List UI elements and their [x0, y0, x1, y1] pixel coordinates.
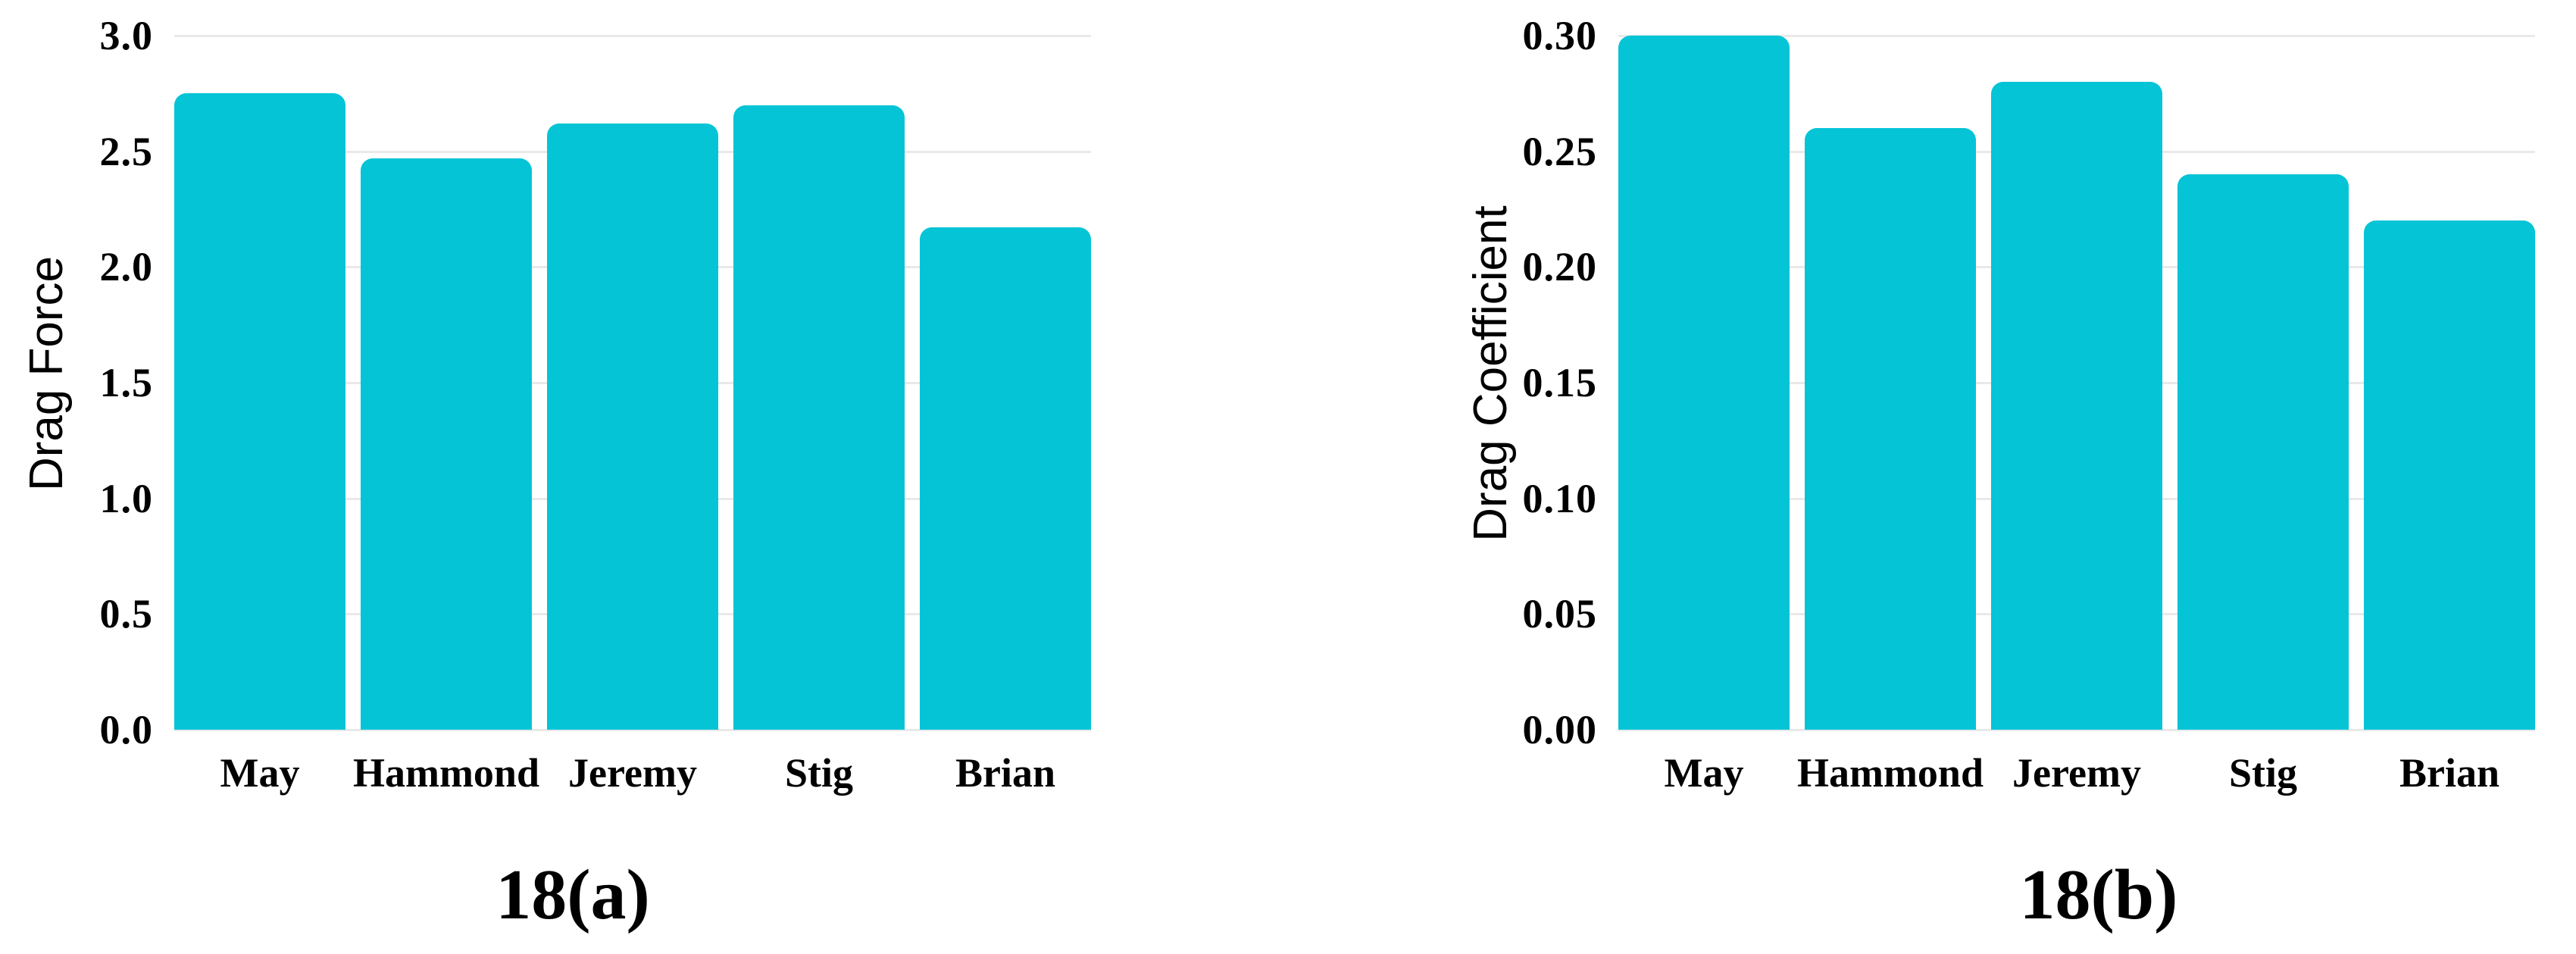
ytick-label: 1.0 — [99, 476, 153, 521]
bar-hammond — [361, 158, 532, 730]
subfigure-caption-a: 18(a) — [496, 855, 650, 934]
bar-jeremy — [1991, 82, 2162, 730]
subfigure-caption-b: 18(b) — [2019, 855, 2178, 934]
gridline — [174, 35, 1091, 37]
xtick-label-jeremy: Jeremy — [568, 750, 697, 796]
xtick-label-hammond: Hammond — [1796, 750, 1984, 796]
xtick-label-brian: Brian — [2399, 750, 2500, 796]
ytick-label: 0.20 — [1522, 244, 1597, 289]
ytick-label: 0.15 — [1522, 360, 1597, 405]
ytick-label: 0.05 — [1522, 591, 1597, 637]
gridline — [1618, 35, 2535, 37]
bar-may — [1618, 36, 1790, 730]
ytick-label: 2.0 — [99, 244, 153, 289]
ytick-label: 0.5 — [99, 591, 153, 637]
ytick-label: 0.00 — [1522, 707, 1597, 752]
bar-stig — [733, 105, 905, 730]
bar-jeremy — [547, 124, 718, 730]
gridline — [174, 729, 1091, 731]
ytick-label: 0.0 — [99, 707, 153, 752]
ytick-label: 1.5 — [99, 360, 153, 405]
ytick-label: 0.25 — [1522, 129, 1597, 174]
xtick-label-may: May — [1664, 750, 1744, 796]
plot-area — [174, 35, 1091, 731]
ytick-label: 0.30 — [1522, 13, 1597, 58]
xtick-label-jeremy: Jeremy — [2012, 750, 2141, 796]
xtick-label-hammond: Hammond — [352, 750, 540, 796]
gridline — [1618, 729, 2535, 731]
ytick-label: 3.0 — [99, 13, 153, 58]
bar-may — [174, 93, 345, 730]
plot-area — [1618, 35, 2535, 731]
bar-stig — [2177, 174, 2349, 730]
xtick-label-may: May — [220, 750, 300, 796]
xtick-label-brian: Brian — [955, 750, 1056, 796]
bar-brian — [2364, 221, 2535, 730]
bar-hammond — [1805, 128, 1976, 730]
ytick-label: 2.5 — [99, 129, 153, 174]
xtick-label-stig: Stig — [2228, 750, 2298, 796]
y-axis-title: Drag Coefficient — [1465, 205, 1517, 542]
xtick-label-stig: Stig — [784, 750, 854, 796]
ytick-label: 0.10 — [1522, 476, 1597, 521]
bar-brian — [920, 227, 1091, 730]
